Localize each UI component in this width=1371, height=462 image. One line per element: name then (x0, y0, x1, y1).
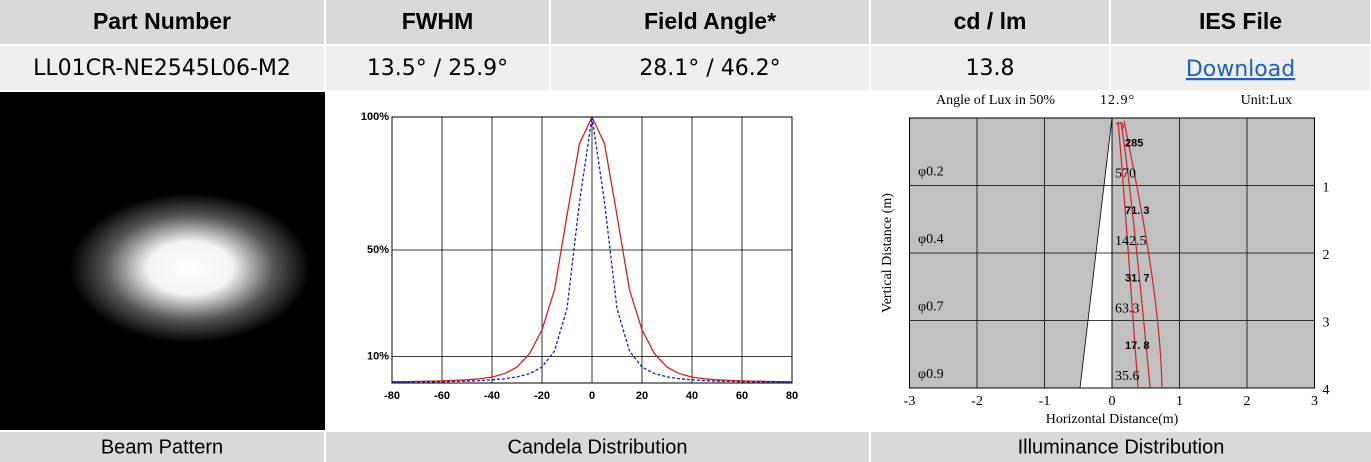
edge-lux: 35.6 (1115, 369, 1140, 384)
illuminance-curve (1120, 121, 1151, 388)
download-link[interactable]: Download (1186, 57, 1295, 82)
x-tick-label: 1 (1176, 394, 1183, 409)
caption-text: Beam Pattern (101, 436, 223, 458)
x-tick-label: 80 (786, 390, 798, 402)
y-tick-label: 4 (1323, 383, 1330, 398)
x-tick-label: 3 (1311, 394, 1318, 409)
y-tick-label: 10% (367, 350, 389, 362)
header-text: FWHM (402, 8, 474, 34)
center-lux: 71. 3 (1125, 205, 1149, 217)
header-cell (0, 0, 324, 44)
beam-diameter: φ0.7 (918, 300, 944, 315)
header-cell (871, 0, 1109, 44)
beam-diameter: φ0.9 (918, 367, 944, 382)
value-text: 13.5° / 25.9° (367, 56, 508, 81)
header-text: Part Number (93, 8, 231, 34)
header-cell (1111, 0, 1370, 44)
candela-curve (392, 116, 792, 383)
header-text: cd / lm (954, 8, 1027, 34)
value-text: 28.1° / 46.2° (639, 56, 780, 81)
center-lux: 31. 7 (1125, 272, 1149, 284)
unit-label: Unit:Lux (1241, 93, 1292, 108)
x-axis-title: Horizontal Distance(m) (1046, 412, 1179, 427)
edge-lux: 570 (1115, 167, 1136, 182)
value-cell (871, 46, 1109, 90)
y-tick-label: 3 (1323, 316, 1330, 331)
x-tick-label: -1 (1039, 394, 1051, 409)
x-tick-label: -20 (534, 390, 550, 402)
value-cell (1111, 46, 1370, 90)
beam-spot (70, 193, 310, 343)
x-tick-label: 40 (686, 390, 698, 402)
x-tick-label: 0 (589, 390, 595, 402)
illuminance-curve (1117, 121, 1139, 388)
caption-cell (0, 432, 324, 462)
illuminance-curve (1123, 120, 1163, 388)
caption-cell (326, 432, 869, 462)
header-cell (551, 0, 869, 44)
header-text: Field Angle* (644, 8, 776, 34)
value-text: 13.8 (966, 56, 1015, 81)
caption-text: Candela Distribution (507, 436, 687, 458)
header-text: IES File (1199, 8, 1282, 34)
x-tick-label: -3 (904, 394, 916, 409)
x-tick-label: 0 (1109, 394, 1116, 409)
center-lux: 285 (1125, 137, 1143, 149)
x-tick-label: -2 (971, 394, 983, 409)
beam-angle: 12.9° (1100, 93, 1135, 108)
illuminance-title: Angle of Lux in 50% (936, 93, 1055, 108)
beam-diameter: φ0.4 (918, 232, 944, 247)
candela-chart: -80 -60 -40 -20 0 20 40 60 80 10% 50% 100% (361, 111, 798, 402)
header-cell (326, 0, 549, 44)
beam-diameter: φ0.2 (918, 165, 944, 180)
value-cell (326, 46, 549, 90)
x-tick-label: 2 (1244, 394, 1251, 409)
center-lux: 17. 8 (1125, 340, 1149, 352)
caption-text: Illuminance Distribution (1018, 436, 1225, 458)
y-tick-label: 50% (367, 244, 389, 256)
y-tick-label: 2 (1323, 248, 1330, 263)
x-tick-label: 20 (636, 390, 648, 402)
value-cell (0, 46, 324, 90)
x-tick-label: 60 (736, 390, 748, 402)
y-axis-title: Vertical Distance (m) (880, 193, 895, 313)
caption-cell (871, 432, 1371, 462)
value-cell (551, 46, 869, 90)
illuminance-curve (1115, 122, 1124, 131)
value-text: LL01CR-NE2545L06-M2 (33, 56, 291, 81)
x-tick-label: -40 (484, 390, 500, 402)
edge-lux: 63.3 (1115, 302, 1140, 317)
x-tick-label: -60 (434, 390, 450, 402)
x-tick-label: -80 (384, 390, 400, 402)
y-tick-label: 100% (361, 111, 389, 123)
edge-lux: 142.5 (1115, 234, 1147, 249)
y-tick-label: 1 (1323, 181, 1330, 196)
